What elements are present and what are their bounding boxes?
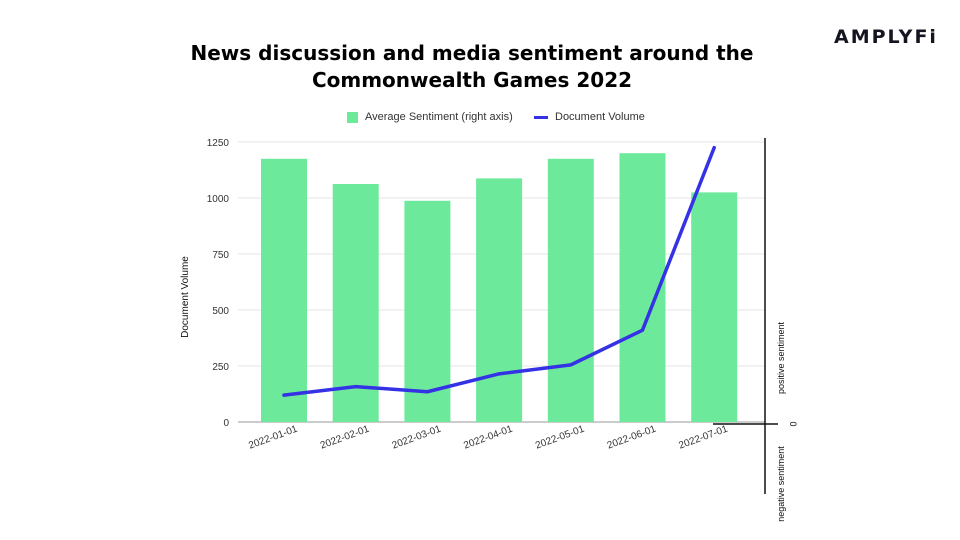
- volume-point: [425, 390, 429, 394]
- legend-item-sentiment: Average Sentiment (right axis): [347, 111, 513, 123]
- volume-line-layer: [282, 145, 716, 397]
- right-axis-zero-label: 0: [788, 421, 798, 426]
- x-tick-label: 2022-06-01: [606, 424, 658, 452]
- sentiment-bars: [261, 153, 738, 423]
- legend-label-sentiment: Average Sentiment (right axis): [365, 111, 513, 123]
- positive-sentiment-label: positive sentiment: [776, 321, 786, 394]
- x-tick-label: 2022-04-01: [462, 424, 514, 452]
- volume-point: [641, 328, 644, 332]
- legend-swatch-volume: [534, 115, 548, 119]
- chart-title-line-1: News discussion and media sentiment arou…: [190, 41, 754, 65]
- sentiment-bar: [404, 200, 451, 422]
- y-tick-label: 0: [223, 418, 229, 429]
- volume-point: [712, 146, 716, 150]
- sentiment-bar: [691, 192, 738, 422]
- amplyfi-logo: AMPLYFi: [834, 26, 938, 48]
- volume-point: [569, 363, 573, 367]
- x-tick-label: 2022-05-01: [534, 424, 586, 452]
- volume-point: [282, 393, 286, 397]
- x-tick-label: 2022-03-01: [391, 424, 443, 452]
- x-tick-label: 2022-02-01: [319, 424, 371, 452]
- y-tick-label: 500: [212, 306, 229, 317]
- axes: [713, 138, 778, 494]
- chart-title-line-2: Commonwealth Games 2022: [311, 68, 633, 92]
- y-tick-label: 750: [212, 250, 229, 261]
- legend-label-volume: Document Volume: [555, 111, 645, 123]
- y-tick-label: 250: [212, 362, 229, 373]
- chart-legend: Average Sentiment (right axis) Document …: [0, 111, 960, 127]
- legend-item-volume: Document Volume: [534, 111, 645, 123]
- legend-swatch-sentiment: [347, 111, 358, 123]
- x-tick-label: 2022-01-01: [247, 424, 299, 452]
- volume-point: [354, 385, 358, 389]
- y-axis-title: Document Volume: [180, 256, 191, 338]
- sentiment-bar: [332, 184, 379, 422]
- sentiment-bar: [476, 178, 523, 422]
- volume-point: [497, 372, 501, 376]
- sentiment-bar: [547, 158, 594, 423]
- x-tick-label: 2022-07-01: [677, 424, 729, 452]
- negative-sentiment-label: negative sentiment: [776, 446, 786, 522]
- y-tick-label: 1000: [207, 194, 230, 205]
- sentiment-bar: [261, 158, 307, 423]
- chart-title: News discussion and media sentiment arou…: [172, 40, 772, 94]
- y-tick-label: 1250: [207, 138, 230, 149]
